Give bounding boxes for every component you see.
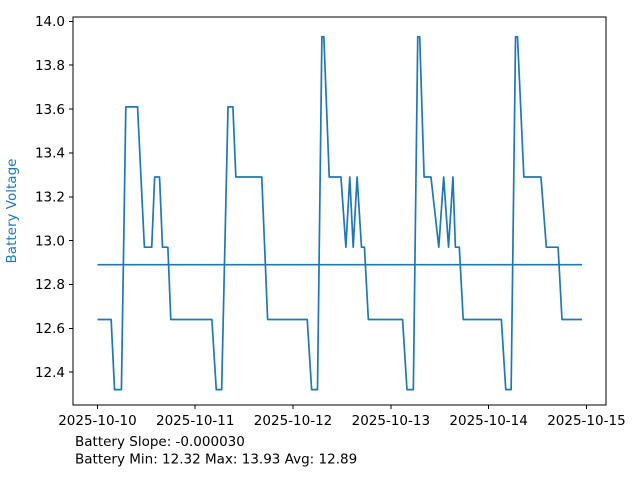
y-tick-label: 12.6 (35, 321, 65, 337)
x-tick-label: 2025-10-11 (156, 413, 234, 429)
footer-slope-text: Battery Slope: -0.000030 (75, 434, 245, 450)
y-tick-label: 13.2 (35, 190, 65, 206)
y-tick-label: 12.8 (35, 277, 65, 293)
series-group (97, 35, 583, 391)
x-axis-ticks: 2025-10-10 2025-10-11 2025-10-12 2025-10-13… (58, 405, 626, 429)
x-tick-label: 2025-10-10 (58, 413, 136, 429)
y-tick-label: 13.0 (35, 233, 65, 249)
x-tick-label: 2025-10-14 (449, 413, 527, 429)
x-tick-label: 2025-10-12 (254, 413, 332, 429)
x-tick-label: 2025-10-15 (547, 413, 625, 429)
y-axis-ticks: 12.4 12.6 12.8 13.0 13.2 13.4 13.6 13.8 14.0 (35, 14, 73, 381)
y-tick-label: 13.4 (35, 146, 65, 162)
y-tick-label: 13.8 (35, 58, 65, 74)
y-tick-label: 12.4 (35, 365, 65, 381)
plot-area-border (72, 16, 607, 406)
footer-minmax-text: Battery Min: 12.32 Max: 13.93 Avg: 12.89 (75, 452, 357, 468)
x-tick-label: 2025-10-13 (352, 413, 430, 429)
y-tick-label: 13.6 (35, 102, 65, 118)
battery-voltage-series (97, 35, 583, 391)
y-tick-label: 14.0 (35, 14, 65, 30)
y-axis-label: Battery Voltage (4, 159, 20, 264)
